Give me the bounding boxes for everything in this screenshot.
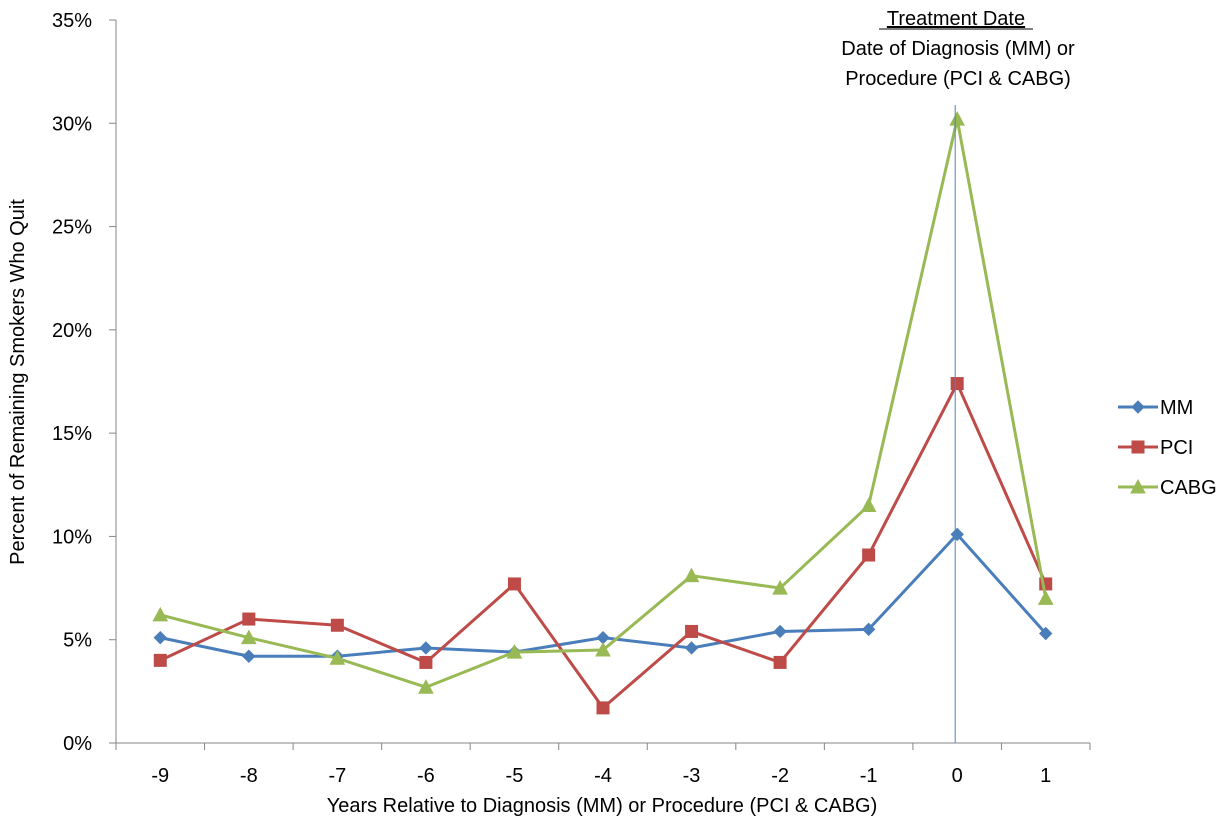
x-tick-label: -6 [417,765,435,787]
y-tick-label: 20% [52,320,92,342]
y-axis: 0% 5% 10% 15% 20% 25% 30% 35% [52,10,117,755]
cabg-point [329,650,346,665]
x-tick-label: -1 [860,765,878,787]
cabg-point [860,497,877,512]
x-tick-label: -5 [506,765,524,787]
x-axis: -9 -8 -7 -6 -5 -4 -3 -2 -1 0 1 [115,742,1091,787]
series-layer [152,111,1054,715]
mm-point [153,630,167,645]
mm-point [596,630,610,645]
series-line-cabg [159,117,1048,689]
legend-marker-cabg [1130,478,1146,494]
pci-point [773,655,787,669]
pci-point [419,655,433,669]
legend-label-mm: MM [1160,397,1193,419]
cabg-point [418,679,434,694]
y-axis-label: Percent of Remaining Smokers Who Quit [7,199,29,565]
legend-marker-pci [1131,440,1145,454]
pci-point [596,701,610,715]
cabg-point [240,629,257,645]
y-tick-label: 15% [52,423,92,445]
legend: MM PCI CABG [1118,397,1217,499]
legend-item-pci: PCI [1118,437,1193,459]
y-tick-label: 25% [52,217,92,239]
mm-point [419,641,433,655]
cabg-point [1037,590,1054,605]
cabg-point [595,641,611,657]
x-tick-label: -3 [683,765,701,787]
y-tick-label: 5% [63,630,92,652]
x-tick-label: 1 [1040,765,1051,787]
series-pci [153,377,1053,715]
pci-point [330,618,344,632]
pci-point [153,653,167,667]
y-tick-label: 35% [52,10,92,32]
mm-point [242,649,256,663]
annotation-line-2: Procedure (PCI & CABG) [845,68,1071,90]
cabg-point [949,111,966,126]
cabg-point [506,644,523,659]
pci-point [507,577,521,591]
y-tick-label: 10% [52,526,92,548]
annotation-heading: Treatment Date [887,8,1025,30]
cabg-point [683,567,700,583]
mm-point [773,624,787,639]
legend-item-cabg: CABG [1118,477,1217,499]
legend-marker-mm [1131,400,1145,414]
y-tick-label: 0% [63,733,92,755]
x-tick-label: -2 [771,765,789,787]
x-tick-label: -7 [328,765,346,787]
cabg-point [772,580,788,595]
series-line-pci [159,382,1048,710]
treatment-date-annotation: Treatment Date Date of Diagnosis (MM) or… [841,8,1075,743]
x-tick-label: -4 [594,765,612,787]
y-tick-label: 30% [52,113,92,135]
series-mm [153,527,1053,663]
pci-point [242,612,256,626]
mm-point [950,527,964,542]
pci-point [950,377,964,391]
cabg-point [152,606,169,622]
x-tick-label: -9 [151,765,169,787]
series-cabg [152,111,1054,694]
annotation-line-1: Date of Diagnosis (MM) or [841,38,1075,60]
legend-item-mm: MM [1118,397,1193,419]
mm-point [684,641,699,655]
pci-point [862,548,876,562]
mm-point [861,622,876,637]
x-axis-label: Years Relative to Diagnosis (MM) or Proc… [327,795,878,817]
x-tick-label: 0 [952,765,963,787]
mm-point [1039,626,1053,641]
legend-label-pci: PCI [1160,437,1193,459]
x-tick-label: -8 [240,765,258,787]
pci-point [685,624,699,638]
legend-label-cabg: CABG [1160,477,1217,499]
